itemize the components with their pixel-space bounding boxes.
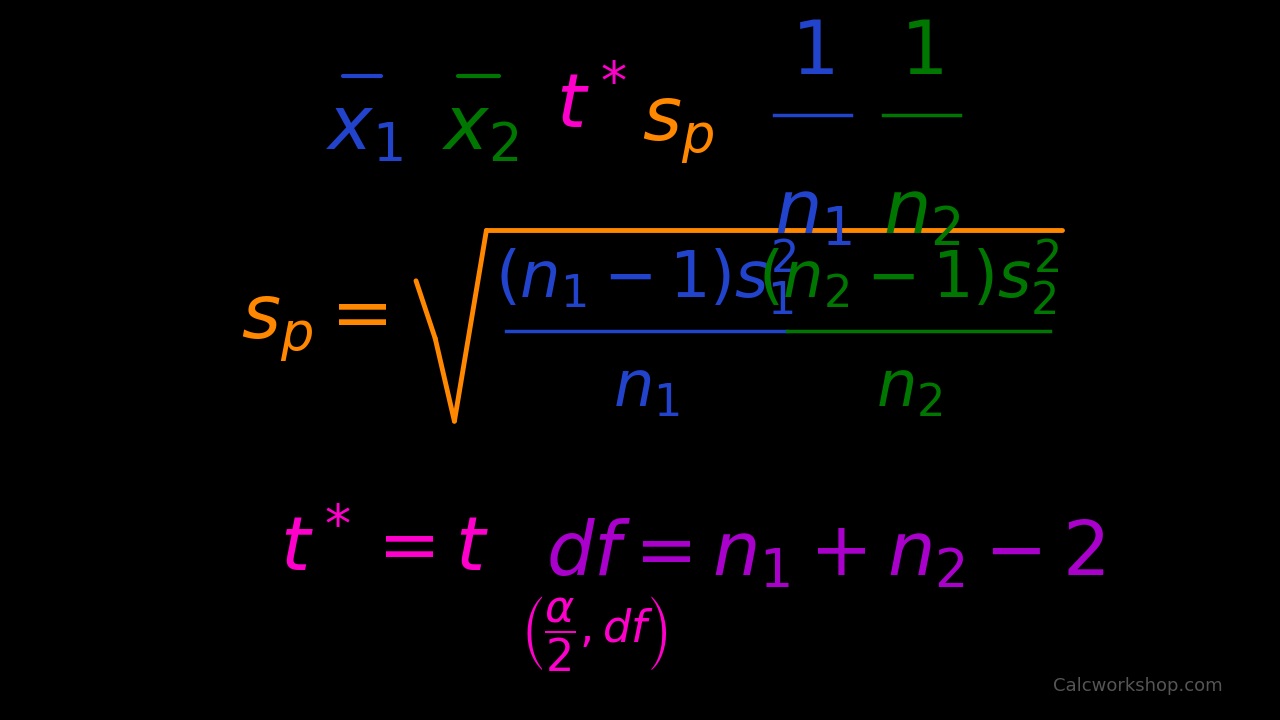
Text: $t^* = t$: $t^* = t$ [279,515,489,587]
Text: $\left(\dfrac{\alpha}{2},df\right)$: $\left(\dfrac{\alpha}{2},df\right)$ [521,594,667,673]
Text: $n_2$: $n_2$ [883,176,960,249]
Text: $df = n_1 + n_2 - 2$: $df = n_1 + n_2 - 2$ [547,518,1105,591]
Text: $(n_1-1)s_1^2$: $(n_1-1)s_1^2$ [495,238,797,317]
Text: $n_2$: $n_2$ [876,358,942,420]
Text: Calcworkshop.com: Calcworkshop.com [1052,677,1222,695]
Text: $s_p$: $s_p$ [643,93,714,166]
Text: $(n_2-1)s_2^2$: $(n_2-1)s_2^2$ [758,238,1060,317]
Text: $1$: $1$ [791,17,835,90]
Text: $x_1$: $x_1$ [326,93,403,166]
Text: $s_p =$: $s_p =$ [241,292,387,364]
Text: $x_2$: $x_2$ [442,93,518,166]
Text: $n_1$: $n_1$ [774,176,851,249]
Text: $1$: $1$ [900,17,943,90]
Text: $t^*$: $t^*$ [556,71,627,144]
Text: $n_1$: $n_1$ [613,358,680,420]
